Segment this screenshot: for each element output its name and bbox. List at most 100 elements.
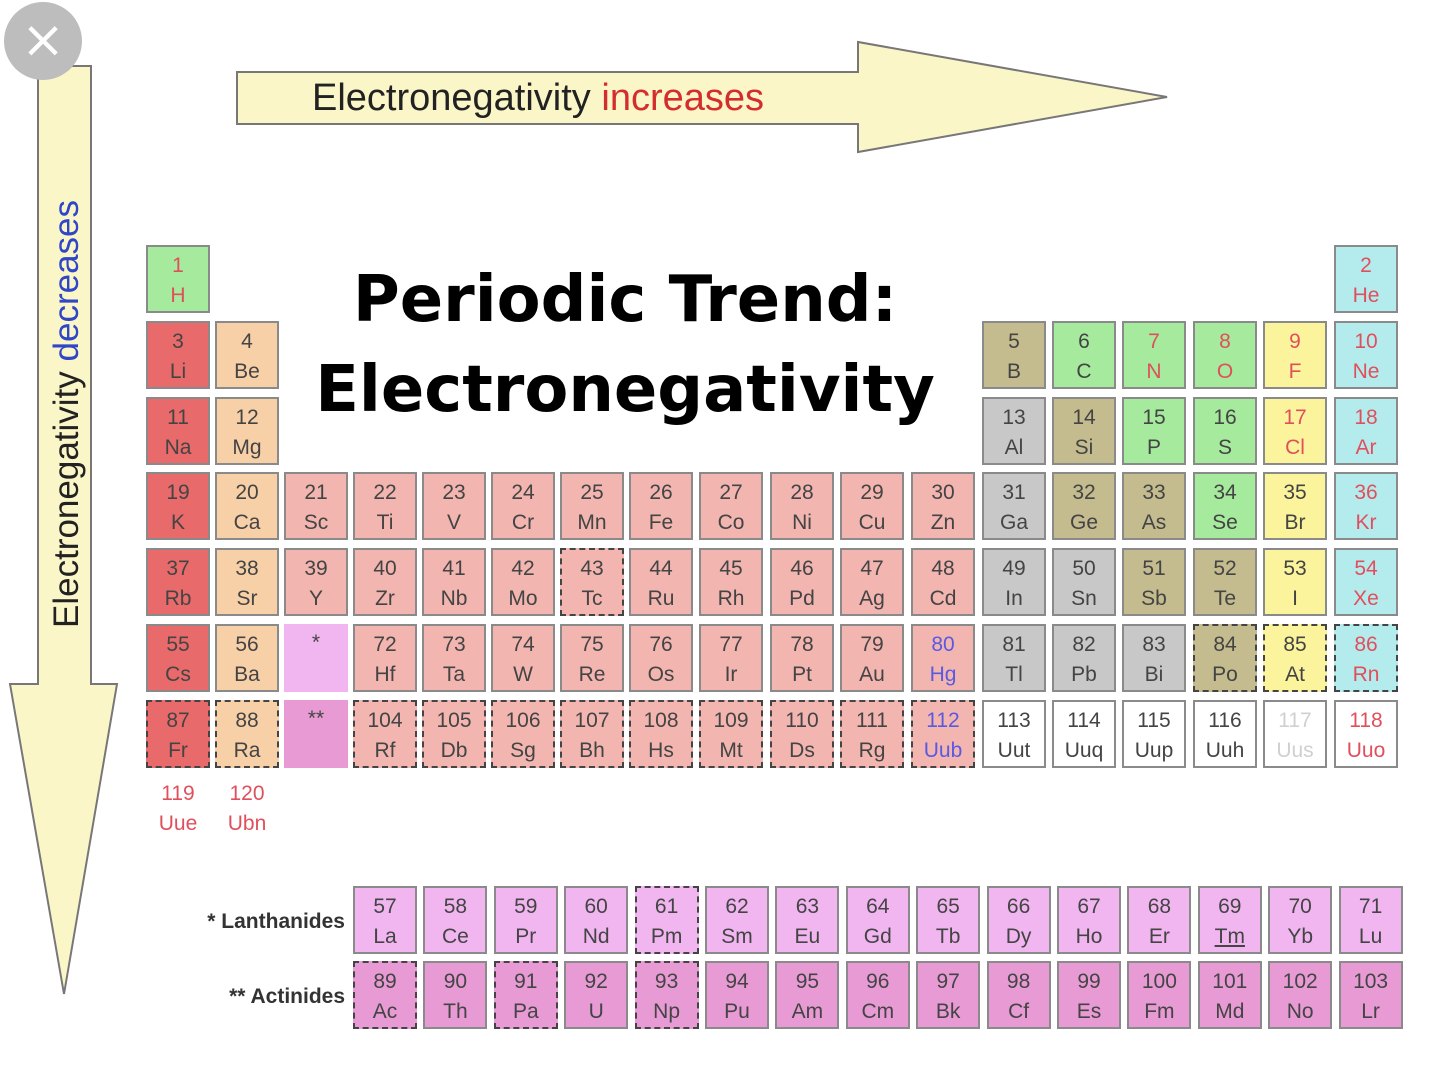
atomic-number: 115	[1137, 709, 1171, 732]
atomic-number: 110	[785, 709, 819, 732]
atomic-number: 85	[1283, 633, 1307, 656]
atomic-number: 25	[580, 481, 604, 504]
element-cell-fr: 87 Fr	[146, 700, 210, 768]
atomic-number: 38	[235, 557, 259, 580]
element-symbol: Cl	[1285, 436, 1305, 459]
element-symbol: Ar	[1355, 436, 1377, 459]
atomic-number: 46	[790, 557, 814, 580]
atomic-number: 33	[1142, 481, 1166, 504]
element-symbol: Pb	[1071, 663, 1097, 686]
element-symbol: Ga	[999, 511, 1028, 534]
atomic-number: 60	[584, 895, 608, 918]
element-cell-cl: 17 Cl	[1263, 397, 1327, 465]
element-cell-s: 16 S	[1193, 397, 1257, 465]
element-cell-bk: 97 Bk	[916, 961, 981, 1029]
atomic-number: 49	[1002, 557, 1026, 580]
close-button[interactable]: ×	[4, 2, 82, 80]
atomic-number: 113	[997, 709, 1031, 732]
element-symbol: Mt	[719, 739, 743, 762]
element-cell-se: 34 Se	[1193, 472, 1257, 540]
atomic-number: 102	[1282, 970, 1318, 993]
element-cell-mn: 25 Mn	[560, 472, 624, 540]
element-symbol: Tm	[1214, 925, 1245, 948]
atomic-number: 114	[1067, 709, 1101, 732]
atomic-number: 34	[1213, 481, 1237, 504]
element-symbol: Gd	[863, 925, 892, 948]
atomic-number: 59	[514, 895, 538, 918]
element-cell-ca: 20 Ca	[215, 472, 279, 540]
element-symbol: Co	[717, 511, 745, 534]
atomic-number: 7	[1148, 330, 1160, 353]
atomic-number: 89	[373, 970, 397, 993]
element-cell-cr: 24 Cr	[491, 472, 555, 540]
element-symbol: Ubn	[227, 812, 267, 835]
vertical-arrow-label-prefix: Electronegativity	[47, 361, 86, 628]
element-cell-yb: 70 Yb	[1268, 886, 1333, 954]
element-cell-sb: 51 Sb	[1122, 548, 1186, 616]
element-symbol: La	[373, 925, 397, 948]
element-symbol: Si	[1074, 436, 1094, 459]
element-cell-ge: 32 Ge	[1052, 472, 1116, 540]
element-cell-hg: 80 Hg	[911, 624, 975, 692]
element-cell-ga: 31 Ga	[982, 472, 1046, 540]
element-cell-xe: 54 Xe	[1334, 548, 1398, 616]
element-symbol: Pa	[512, 1000, 539, 1023]
atomic-number: 48	[931, 557, 955, 580]
atomic-number: 11	[167, 406, 189, 429]
element-symbol: V	[446, 511, 461, 534]
element-cell-li: 3 Li	[146, 321, 210, 389]
atomic-number: 4	[241, 330, 253, 353]
element-symbol: Uuh	[1205, 739, 1245, 762]
element-symbol: Cm	[861, 1000, 895, 1023]
title-line-1: Periodic Trend:	[352, 263, 898, 337]
atomic-number: 73	[442, 633, 466, 656]
element-symbol: Eu	[794, 925, 821, 948]
atomic-number: 55	[166, 633, 190, 656]
element-symbol: H	[170, 284, 186, 307]
atomic-number: 22	[373, 481, 397, 504]
element-symbol: Ba	[234, 663, 260, 686]
atomic-number: 52	[1213, 557, 1237, 580]
atomic-number: 82	[1072, 633, 1096, 656]
element-symbol: Be	[234, 360, 260, 383]
element-cell-pt: 78 Pt	[770, 624, 834, 692]
element-symbol: Re	[578, 663, 606, 686]
element-cell-tm: 69 Tm	[1197, 886, 1262, 954]
vertical-arrow-label-emphasis: decreases	[47, 200, 86, 361]
element-cell-ra: 88 Ra	[215, 700, 279, 768]
element-cell-cm: 96 Cm	[845, 961, 910, 1029]
element-symbol: O	[1216, 360, 1234, 383]
element-cell-uue: 119 Uue	[146, 775, 210, 843]
atomic-number: **	[307, 707, 325, 730]
element-cell-hs: 108 Hs	[629, 700, 693, 768]
element-symbol: In	[1005, 587, 1023, 610]
element-symbol: I	[1292, 587, 1298, 610]
atomic-number: 18	[1354, 406, 1378, 429]
atomic-number: 68	[1147, 895, 1172, 918]
atomic-number: 47	[860, 557, 884, 580]
element-symbol: Pr	[515, 925, 537, 948]
atomic-number: 74	[511, 633, 535, 656]
element-symbol: Sr	[236, 587, 258, 610]
element-cell-te: 52 Te	[1193, 548, 1257, 616]
atomic-number: 83	[1142, 633, 1166, 656]
element-symbol: Cs	[165, 663, 191, 686]
element-cell-actinides-placeholder: **	[284, 700, 348, 768]
element-symbol: He	[1352, 284, 1380, 307]
element-symbol: Ho	[1075, 925, 1103, 948]
atomic-number: 3	[172, 330, 184, 353]
vertical-arrow	[8, 65, 119, 995]
element-symbol: P	[1146, 436, 1161, 459]
element-cell-ir: 77 Ir	[699, 624, 763, 692]
atomic-number: 45	[719, 557, 743, 580]
element-symbol: Li	[169, 360, 187, 383]
atomic-number: 120	[229, 782, 265, 805]
atomic-number: 17	[1283, 406, 1307, 429]
element-cell-al: 13 Al	[982, 397, 1046, 465]
element-symbol: Br	[1284, 511, 1306, 534]
atomic-number: 61	[654, 895, 679, 918]
atomic-number: 80	[931, 633, 955, 656]
